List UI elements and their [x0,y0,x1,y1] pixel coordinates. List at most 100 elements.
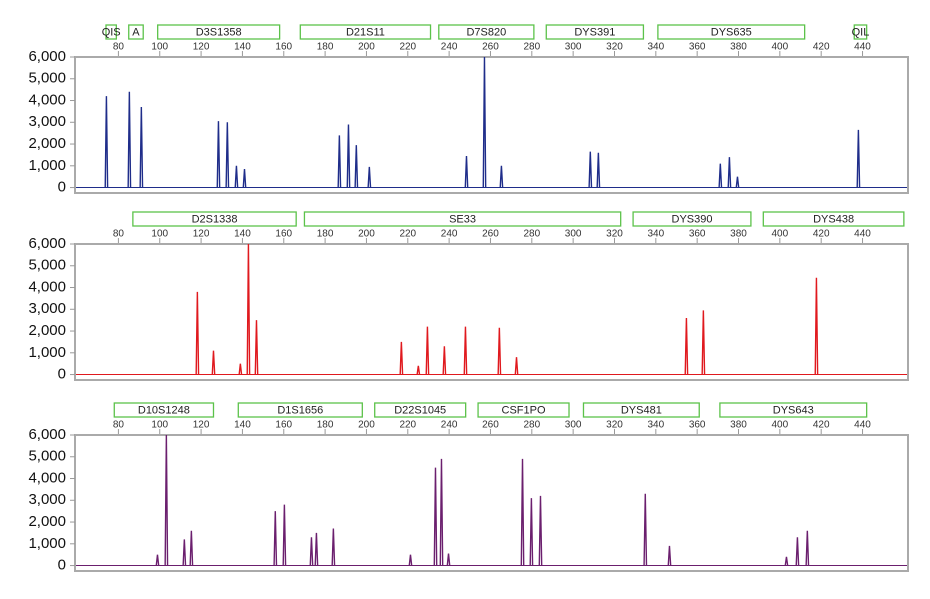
x-tick-label: 140 [234,42,251,53]
peak [805,530,810,566]
peak [164,434,169,566]
peak [718,163,723,188]
peak [442,346,447,375]
x-tick-label: 380 [730,229,747,240]
y-tick-label: 1,000 [28,157,66,174]
peak [446,553,451,566]
peak [482,56,487,188]
peak [182,539,187,566]
x-tick-label: 80 [113,229,125,240]
peak [416,365,421,375]
x-tick-label: 120 [193,42,210,53]
x-tick-label: 80 [113,42,125,53]
x-tick-label: 160 [275,420,292,431]
peak [643,493,648,566]
x-tick-label: 240 [441,420,458,431]
x-tick-label: 220 [399,229,416,240]
marker-box [477,402,570,418]
peak [588,151,593,188]
x-tick-label: 120 [193,420,210,431]
x-tick-label: 280 [523,229,540,240]
x-tick-label: 360 [689,420,706,431]
marker-box [132,211,297,227]
x-tick-label: 260 [482,229,499,240]
peak [408,554,413,566]
x-tick-label: 80 [113,420,125,431]
x-tick-label: 100 [151,42,168,53]
peak [856,129,861,188]
peak [735,176,740,188]
marker-label: DYS391 [574,26,615,38]
x-tick-label: 180 [317,42,334,53]
x-tick-label: 440 [854,420,871,431]
x-tick-label: 320 [606,42,623,53]
x-tick-label: 340 [647,229,664,240]
peak [346,124,351,188]
x-tick-label: 300 [565,42,582,53]
peak [784,556,789,566]
x-tick-label: 300 [565,229,582,240]
marker-box [303,211,622,227]
marker-box [113,402,215,418]
y-tick-label: 2,000 [28,135,66,152]
peak [282,504,287,566]
marker-box [237,402,363,418]
marker-label: DYS390 [672,213,713,225]
peak [667,545,672,566]
x-tick-label: 260 [482,420,499,431]
x-tick-label: 240 [441,42,458,53]
peak [795,537,800,566]
x-tick-label: 120 [193,229,210,240]
marker-label: A [132,26,140,38]
x-tick-label: 200 [358,42,375,53]
peak [234,165,239,188]
peak [464,155,469,188]
peak [463,326,468,375]
peak [189,530,194,566]
x-tick-label: 420 [813,229,830,240]
peak [216,121,221,188]
peak [497,327,502,375]
x-tick-label: 360 [689,42,706,53]
peak [814,277,819,375]
marker-box [545,24,645,40]
peak [104,96,109,188]
marker-label: DYS635 [711,26,752,38]
y-tick-label: 3,000 [28,491,66,508]
x-tick-label: 160 [275,42,292,53]
marker-box [853,24,868,40]
marker-label: QIS [102,26,121,38]
marker-label: DYS481 [621,404,662,416]
x-tick-label: 160 [275,229,292,240]
x-tick-label: 320 [606,420,623,431]
marker-box [582,402,700,418]
marker-label: DYS438 [813,213,854,225]
y-tick-label: 1,000 [28,535,66,552]
marker-box [157,24,281,40]
marker-label: D22S1045 [394,404,446,416]
y-tick-label: 1,000 [28,344,66,361]
y-tick-label: 4,000 [28,278,66,295]
peak [273,511,278,566]
peak [254,320,259,375]
marker-label: D10S1248 [138,404,190,416]
x-tick-label: 380 [730,420,747,431]
peak [211,350,216,375]
marker-label: D3S1358 [196,26,242,38]
plot-frame [74,56,909,194]
peak [439,458,444,566]
x-tick-label: 280 [523,420,540,431]
x-tick-label: 220 [399,42,416,53]
peak [433,467,438,566]
x-tick-label: 260 [482,42,499,53]
marker-box [632,211,752,227]
x-tick-label: 180 [317,420,334,431]
peak [596,152,601,188]
marker-label: CSF1PO [502,404,546,416]
x-tick-label: 320 [606,229,623,240]
x-tick-label: 200 [358,229,375,240]
marker-label: QIL [852,26,870,38]
peak [425,326,430,375]
x-tick-label: 100 [151,420,168,431]
